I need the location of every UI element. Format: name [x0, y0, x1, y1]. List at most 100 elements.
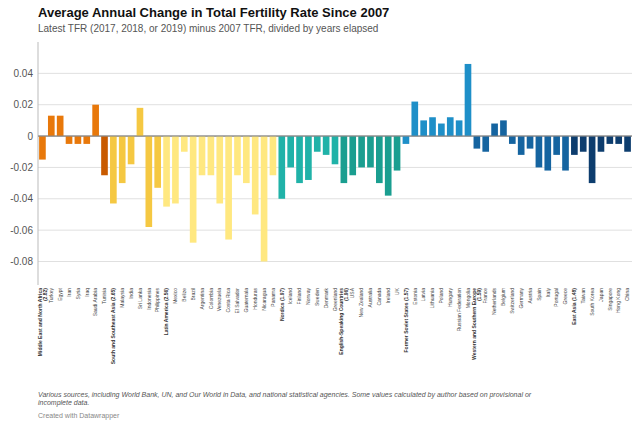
bar [323, 136, 330, 155]
category-label: South Korea [589, 288, 595, 316]
grid-line [38, 167, 632, 168]
category-label: Guatemala [243, 288, 249, 313]
bar [403, 136, 410, 144]
bar [420, 120, 427, 136]
bar [411, 102, 418, 136]
bar [385, 136, 392, 196]
y-tick-label: 0.02 [14, 99, 34, 110]
bar [349, 136, 356, 175]
bar [92, 105, 99, 136]
category-label: Honduras [252, 288, 258, 310]
bar [75, 136, 82, 144]
y-tick-label: -0.06 [10, 225, 33, 236]
category-label: Mongolia [465, 288, 471, 309]
credit: Created with Datawrapper [38, 412, 120, 420]
category-label: Greenland [332, 288, 338, 312]
category-label: Singapore [607, 288, 613, 311]
y-axis-line [38, 42, 39, 285]
bar [296, 136, 303, 183]
category-label: Japan [598, 288, 604, 302]
bar [48, 116, 55, 136]
bar [376, 136, 383, 183]
category-label: Portugal [553, 288, 559, 307]
category-label: Denmark [323, 288, 329, 309]
category-label: Hungary [447, 288, 453, 307]
bar [57, 116, 64, 136]
bars [39, 64, 631, 262]
category-label: Spain [536, 288, 542, 301]
bar [270, 136, 277, 175]
grid-line [38, 73, 632, 74]
category-label: Lithuania [429, 288, 435, 309]
bar [225, 136, 232, 239]
category-label: Western and Southern Europe(1.59) [471, 288, 482, 360]
category-label: Egypt [57, 287, 63, 300]
bar [137, 108, 144, 136]
bar [500, 120, 507, 136]
category-label: France [482, 288, 488, 304]
category-label: Iceland [287, 288, 293, 304]
bar [110, 136, 117, 203]
bar [482, 136, 489, 152]
bar [624, 136, 631, 152]
bar [181, 136, 188, 152]
category-label: Tunisia [101, 288, 107, 304]
category-label: UK [394, 287, 400, 295]
category-label: New Zealand [358, 288, 364, 318]
category-label: Sri Lanka [137, 288, 143, 309]
category-label: China [624, 288, 630, 301]
bar [119, 136, 126, 183]
category-label: Norway [305, 288, 311, 305]
grid-line [38, 261, 632, 262]
bar [261, 136, 268, 261]
category-label: Panama [270, 288, 276, 307]
y-tick-label: -0.02 [10, 162, 33, 173]
bar [154, 136, 161, 188]
category-label: East Asia (1.48) [571, 288, 577, 325]
zero-line [38, 136, 632, 137]
y-tick-label: -0.08 [10, 256, 33, 267]
bar [367, 136, 374, 167]
grid-line [38, 104, 632, 105]
category-label: Greece [562, 288, 568, 305]
category-label: El Salvador [234, 288, 240, 314]
bar [456, 120, 463, 136]
bar [172, 136, 179, 203]
category-label: Switzerland [509, 288, 515, 314]
category-label: Middle East and North Africa(2.82) [37, 288, 48, 357]
category-label: Venezuela [216, 288, 222, 312]
category-label: Poland [438, 288, 444, 304]
bar [491, 124, 498, 137]
bar [580, 136, 587, 152]
category-label: Nicaragua [261, 288, 267, 311]
category-label: Costa Rica [225, 288, 231, 313]
category-label: Finland [296, 288, 302, 305]
category-label: Latvia [420, 288, 426, 302]
bar [598, 136, 605, 152]
category-label: Italy [545, 288, 551, 298]
category-label: Nordics (1.97) [279, 288, 285, 321]
bar [438, 124, 445, 137]
bar [216, 136, 223, 203]
title: Average Annual Change in Total Fertility… [38, 5, 389, 20]
category-label: Belgium [500, 288, 506, 306]
category-label: Austria [527, 288, 533, 304]
category-label: Brazil [190, 288, 196, 301]
grid [38, 73, 632, 261]
category-label: Iran [66, 288, 72, 297]
category-label: Syria [75, 288, 81, 300]
category-label: South and Southeast Asia (2.65) [110, 288, 116, 365]
category-label: Philippines [154, 288, 160, 313]
category-label: Colombia [208, 288, 214, 309]
bar [190, 136, 197, 243]
category-label: Saudi Arabia [92, 288, 98, 317]
category-label: Estonia [412, 288, 418, 305]
y-tick-label: -0.04 [10, 193, 33, 204]
category-label: Germany [518, 288, 524, 309]
bar [607, 136, 614, 144]
bar [562, 136, 569, 170]
bar [518, 136, 525, 155]
chart: Average Annual Change in Total Fertility… [0, 0, 640, 424]
bar [571, 136, 578, 155]
bar [332, 136, 339, 164]
